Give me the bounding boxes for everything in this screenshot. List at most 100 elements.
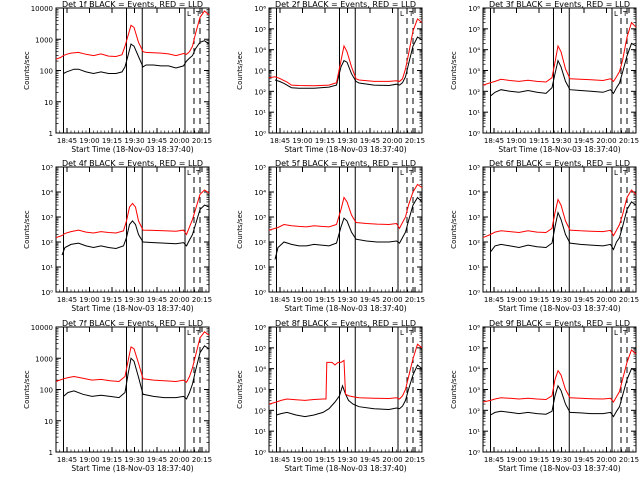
marker-label-t: T [622, 329, 628, 337]
y-tick-label: 1000 [35, 36, 53, 44]
marker-label-l: L [614, 169, 618, 177]
x-tick-label: 20:15 [405, 456, 425, 464]
series-line-lld [268, 183, 423, 231]
series-line-lld [55, 10, 210, 60]
x-tick-label: 19:15 [102, 456, 122, 464]
x-tick-label: 18:45 [270, 456, 290, 464]
y-tick-label: 10 [44, 99, 53, 107]
x-tick-label: 19:00 [79, 456, 99, 464]
x-tick-label: 18:45 [57, 296, 77, 304]
x-tick-label: 20:00 [382, 137, 402, 145]
y-tick-label: 10³ [254, 387, 266, 395]
y-tick-label: 100 [40, 387, 53, 395]
x-tick-label: 19:15 [529, 456, 549, 464]
marker-label-l: L [614, 329, 618, 337]
x-tick-label: 19:15 [102, 137, 122, 145]
plot-frame [55, 326, 210, 453]
x-tick-label: 19:00 [292, 456, 312, 464]
x-tick-label: 19:45 [574, 137, 594, 145]
panel-8: Det 8f BLACK = Events, RED = LLD 10⁰ 10¹ 10… [236, 319, 425, 473]
y-tick-label: 1000 [35, 355, 53, 363]
y-tick-label: 1 [49, 130, 53, 138]
series-line-lld [55, 189, 210, 239]
panel-2: Det 2f BLACK = Events, RED = LLD 10⁰ 10¹ 10… [236, 0, 425, 154]
y-tick-label: 10⁰ [254, 449, 266, 457]
y-tick-label: 10² [468, 88, 480, 96]
y-tick-label: 10³ [468, 68, 480, 76]
x-tick-label: 18:45 [484, 456, 504, 464]
y-tick-label: 10² [254, 88, 266, 96]
series-line-events [490, 42, 637, 97]
panel-title: Det 8f BLACK = Events, RED = LLD [275, 319, 416, 328]
x-tick-label: 19:30 [124, 137, 144, 145]
x-tick-label: 19:00 [506, 137, 526, 145]
y-axis-label: Counts/sec [236, 51, 244, 90]
y-tick-label: 10⁴ [254, 366, 266, 374]
y-tick-label: 10⁰ [254, 130, 266, 138]
x-tick-label: 20:00 [382, 296, 402, 304]
panel-title: Det 4f BLACK = Events, RED = LLD [62, 159, 203, 168]
y-tick-label: 10⁰ [41, 289, 53, 297]
y-tick-label: 10⁴ [254, 47, 266, 55]
x-tick-label: 20:00 [596, 137, 616, 145]
y-tick-label: 10³ [468, 214, 480, 222]
x-axis-label: Start Time (18-Nov-03 18:37:40) [284, 464, 406, 473]
y-tick-label: 10³ [254, 214, 266, 222]
y-tick-label: 10⁵ [41, 164, 53, 172]
x-tick-label: 20:00 [382, 456, 402, 464]
x-tick-label: 20:15 [192, 137, 212, 145]
marker-label-l: L [187, 169, 191, 177]
x-tick-label: 19:00 [292, 296, 312, 304]
y-tick-label: 10⁰ [468, 449, 480, 457]
marker-label-l: L [400, 10, 404, 18]
x-tick-label: 19:15 [315, 296, 335, 304]
x-tick-label: 18:45 [270, 137, 290, 145]
series-line-lld [268, 18, 423, 87]
y-tick-label: 10⁴ [41, 189, 53, 197]
y-tick-label: 10² [254, 239, 266, 247]
x-tick-label: 19:45 [360, 137, 380, 145]
y-tick-label: 10⁶ [468, 5, 480, 13]
series-line-events [63, 40, 210, 75]
x-tick-label: 20:15 [192, 296, 212, 304]
marker-label-t: T [408, 329, 414, 337]
series-line-lld [482, 349, 637, 403]
y-tick-label: 10⁵ [468, 26, 480, 34]
panel-title: Det 2f BLACK = Events, RED = LLD [275, 0, 416, 9]
panel-1: Det 1f BLACK = Events, RED = LLD 1 10 100 10… [23, 0, 212, 154]
x-tick-label: 20:00 [169, 137, 189, 145]
x-tick-label: 19:45 [574, 456, 594, 464]
plot-frame [268, 7, 423, 134]
x-tick-label: 20:15 [619, 296, 639, 304]
x-axis-label: Start Time (18-Nov-03 18:37:40) [284, 304, 406, 313]
x-tick-label: 19:00 [292, 137, 312, 145]
y-axis-label: Counts/sec [23, 370, 31, 409]
y-tick-label: 10³ [468, 387, 480, 395]
x-tick-label: 20:15 [405, 137, 425, 145]
y-tick-label: 10⁴ [468, 189, 480, 197]
x-tick-label: 19:15 [315, 137, 335, 145]
x-tick-label: 19:15 [529, 137, 549, 145]
x-tick-label: 20:00 [169, 456, 189, 464]
y-tick-label: 10000 [31, 5, 53, 13]
x-tick-label: 18:45 [57, 456, 77, 464]
y-tick-label: 10⁴ [468, 366, 480, 374]
y-tick-label: 10 [44, 418, 53, 426]
x-tick-label: 20:15 [619, 456, 639, 464]
y-tick-label: 10000 [31, 324, 53, 332]
marker-label-t: T [195, 10, 201, 18]
y-tick-label: 10⁰ [468, 130, 480, 138]
y-tick-label: 10⁵ [468, 164, 480, 172]
x-tick-label: 19:30 [551, 296, 571, 304]
y-tick-label: 10⁵ [254, 26, 266, 34]
x-tick-label: 19:30 [124, 296, 144, 304]
y-axis-label: Counts/sec [23, 51, 31, 90]
series-line-lld [482, 189, 637, 239]
series-line-events [276, 364, 423, 418]
y-tick-label: 10² [41, 239, 53, 247]
marker-label-l: L [187, 10, 191, 18]
y-axis-label: Counts/sec [450, 51, 458, 90]
x-tick-label: 19:15 [315, 456, 335, 464]
y-tick-label: 10⁰ [254, 289, 266, 297]
series-line-events [63, 345, 210, 400]
